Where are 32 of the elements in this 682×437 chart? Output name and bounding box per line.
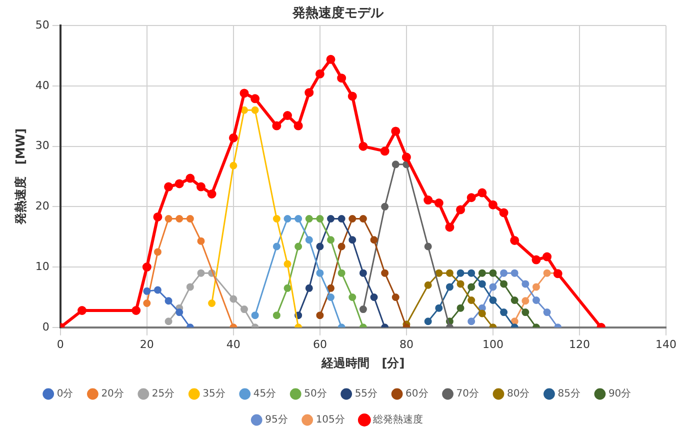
legend-label: 35分 <box>202 388 226 400</box>
y-tick-label: 50 <box>35 18 50 32</box>
x-tick-label: 20 <box>140 338 154 351</box>
chart-title: 発熱速度モデル <box>292 5 384 22</box>
x-tick-label: 80 <box>399 338 414 351</box>
legend-label: 60分 <box>406 388 428 400</box>
legend-label: 95分 <box>265 414 288 426</box>
x-axis-title: 経過時間 [分] <box>320 356 405 370</box>
x-tick-label: 60 <box>312 338 327 351</box>
legend-label: 50分 <box>304 388 327 400</box>
y-tick-label: 30 <box>35 139 50 152</box>
x-tick-label: 140 <box>656 338 676 351</box>
legend-label: 55分 <box>354 388 378 400</box>
legend-label: 0分 <box>56 388 74 400</box>
x-tick-label: 120 <box>568 338 590 351</box>
y-tick-label: 20 <box>35 200 50 213</box>
y-tick-label: 40 <box>35 78 50 92</box>
legend-label: 総発熱速度 <box>372 414 423 426</box>
legend-label: 45分 <box>253 388 276 400</box>
y-tick-label: 0 <box>42 320 50 334</box>
legend-label: 85分 <box>558 388 580 400</box>
y-tick-label: 10 <box>35 260 50 273</box>
legend-label: 20分 <box>101 388 124 400</box>
legend-label: 25分 <box>152 388 175 400</box>
x-tick-label: 40 <box>226 338 240 351</box>
legend-label: 105分 <box>316 414 345 426</box>
y-axis-title: 発熱速度 [MW] <box>13 128 28 226</box>
x-tick-label: 100 <box>482 338 504 351</box>
legend-label: 70分 <box>456 388 479 400</box>
legend-label: 80分 <box>506 388 530 400</box>
x-tick-label: 0 <box>56 338 64 351</box>
legend-label: 90分 <box>608 388 632 400</box>
